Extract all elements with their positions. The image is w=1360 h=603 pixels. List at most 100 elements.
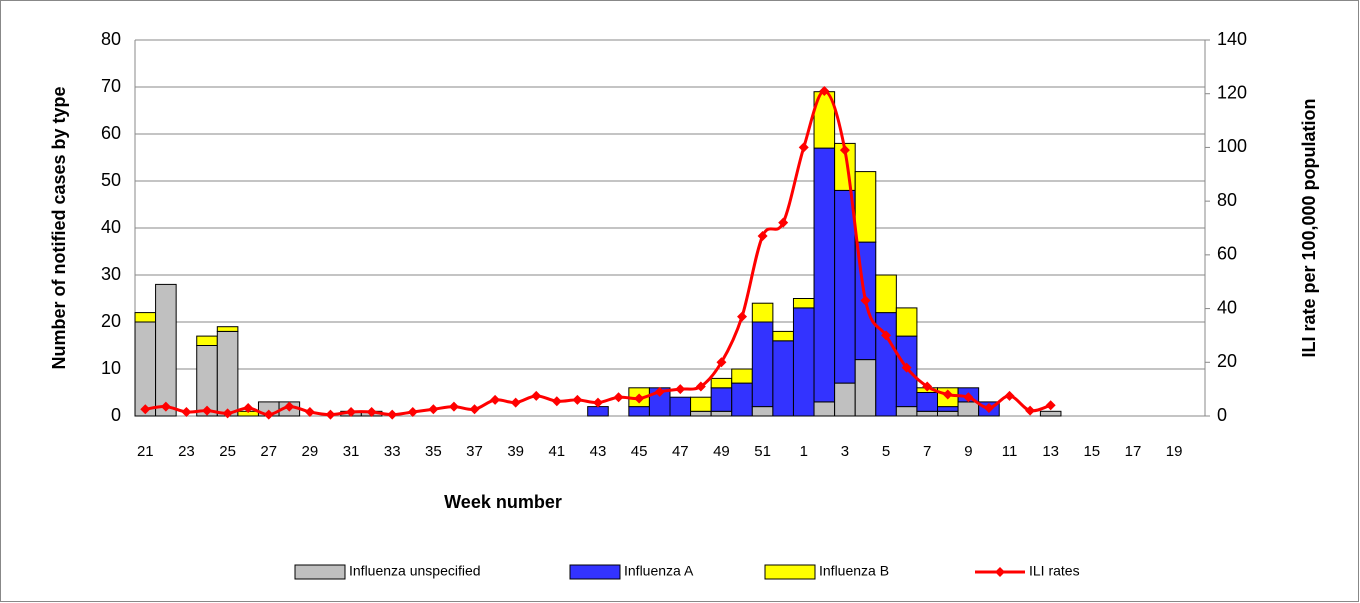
bar-segment: [134, 321, 157, 417]
bar-segment: [1039, 410, 1062, 417]
x-tick-label: 35: [425, 443, 442, 460]
x-tick-label: 45: [631, 443, 648, 460]
bar-segment: [834, 382, 856, 417]
x-tick-label: 11: [1002, 443, 1018, 460]
line-marker: [819, 86, 830, 97]
bar-segment: [196, 345, 218, 417]
bar-segment: [772, 330, 794, 342]
line-marker: [531, 390, 542, 401]
line-marker: [387, 409, 398, 420]
bar-segment: [916, 410, 939, 417]
line-marker: [222, 408, 233, 419]
y2-tick-label: 60: [1217, 244, 1237, 264]
y2-tick-label: 100: [1217, 136, 1247, 156]
line-marker: [325, 409, 336, 420]
line-marker: [284, 401, 295, 412]
x-tick-label: 31: [343, 443, 360, 460]
line-marker: [922, 381, 933, 392]
line-marker: [140, 404, 151, 415]
x-tick-label: 49: [713, 443, 730, 460]
line-marker: [798, 142, 809, 153]
line-marker: [366, 406, 377, 417]
line-marker: [572, 394, 583, 405]
line-marker: [634, 393, 645, 404]
legend-label: Influenza unspecified: [349, 563, 481, 579]
line-marker: [407, 406, 418, 417]
bar-segment: [937, 406, 959, 412]
y2-tick-label: 0: [1217, 405, 1227, 425]
bar-segment: [216, 326, 239, 332]
bar-segment: [895, 406, 918, 417]
bar-segment: [834, 189, 856, 384]
y-axis-title: Number of notified cases by type: [49, 86, 69, 369]
line-marker: [695, 381, 706, 392]
line-marker: [448, 401, 459, 412]
x-tick-label: 47: [672, 443, 689, 460]
x-tick-label: 17: [1125, 443, 1142, 460]
bar-segment: [916, 392, 939, 412]
y2-tick-label: 140: [1217, 29, 1247, 49]
legend-swatch: [294, 564, 346, 580]
line-marker: [304, 406, 315, 417]
line-marker: [839, 145, 850, 156]
x-tick-label: 33: [384, 443, 401, 460]
line-series: [145, 89, 1052, 417]
bar-segment: [895, 307, 918, 337]
line-marker: [243, 402, 254, 413]
y2-tick-label: 120: [1217, 82, 1247, 102]
line-marker: [716, 357, 727, 368]
x-tick-label: 1: [800, 443, 808, 460]
y2-axis-title: ILI rate per 100,000 population: [1299, 98, 1319, 357]
line-marker: [181, 406, 192, 417]
bar-segment: [731, 382, 753, 417]
bar-segment: [628, 406, 650, 417]
line-marker: [490, 394, 501, 405]
bar-segment: [587, 406, 609, 417]
x-tick-label: 39: [507, 443, 524, 460]
y2-tick-label: 20: [1217, 351, 1237, 371]
y-tick-label: 10: [101, 358, 121, 378]
bar-segment: [813, 401, 836, 417]
legend-label: Influenza B: [819, 563, 889, 579]
x-tick-label: 13: [1042, 443, 1059, 460]
x-axis-title: Week number: [444, 492, 562, 512]
bar-segment: [731, 368, 753, 384]
line-marker: [675, 384, 686, 395]
line-marker: [881, 330, 892, 341]
y-tick-label: 40: [101, 217, 121, 237]
x-tick-label: 23: [178, 443, 195, 460]
line-marker: [202, 405, 213, 416]
y2-tick-label: 80: [1217, 190, 1237, 210]
line-marker: [654, 386, 665, 397]
bar-segment: [216, 330, 239, 417]
bar-segment: [875, 274, 897, 314]
bar-segment: [751, 302, 774, 323]
y-tick-label: 50: [101, 170, 121, 190]
line-marker: [1045, 400, 1056, 411]
bar-segment: [772, 340, 794, 417]
bar-segment: [155, 283, 177, 417]
legend-swatch: [764, 564, 816, 580]
line-marker: [428, 404, 439, 415]
bar-segment: [813, 147, 836, 403]
line-marker: [860, 295, 871, 306]
line-marker: [1004, 390, 1015, 401]
x-tick-label: 21: [137, 443, 154, 460]
line-marker: [551, 396, 562, 407]
bar-segment: [134, 312, 157, 323]
bar-segment: [854, 171, 877, 243]
y-tick-label: 30: [101, 264, 121, 284]
y-tick-label: 20: [101, 311, 121, 331]
bar-segment: [957, 401, 980, 417]
line-marker: [963, 392, 974, 403]
line-marker: [263, 409, 274, 420]
x-tick-label: 19: [1166, 443, 1183, 460]
x-tick-label: 29: [302, 443, 319, 460]
bar-segment: [669, 396, 692, 417]
bar-segment: [792, 307, 815, 417]
legend-label: ILI rates: [1029, 563, 1080, 579]
line-marker: [346, 406, 357, 417]
bar-segment: [710, 410, 733, 417]
line-marker: [901, 362, 912, 373]
